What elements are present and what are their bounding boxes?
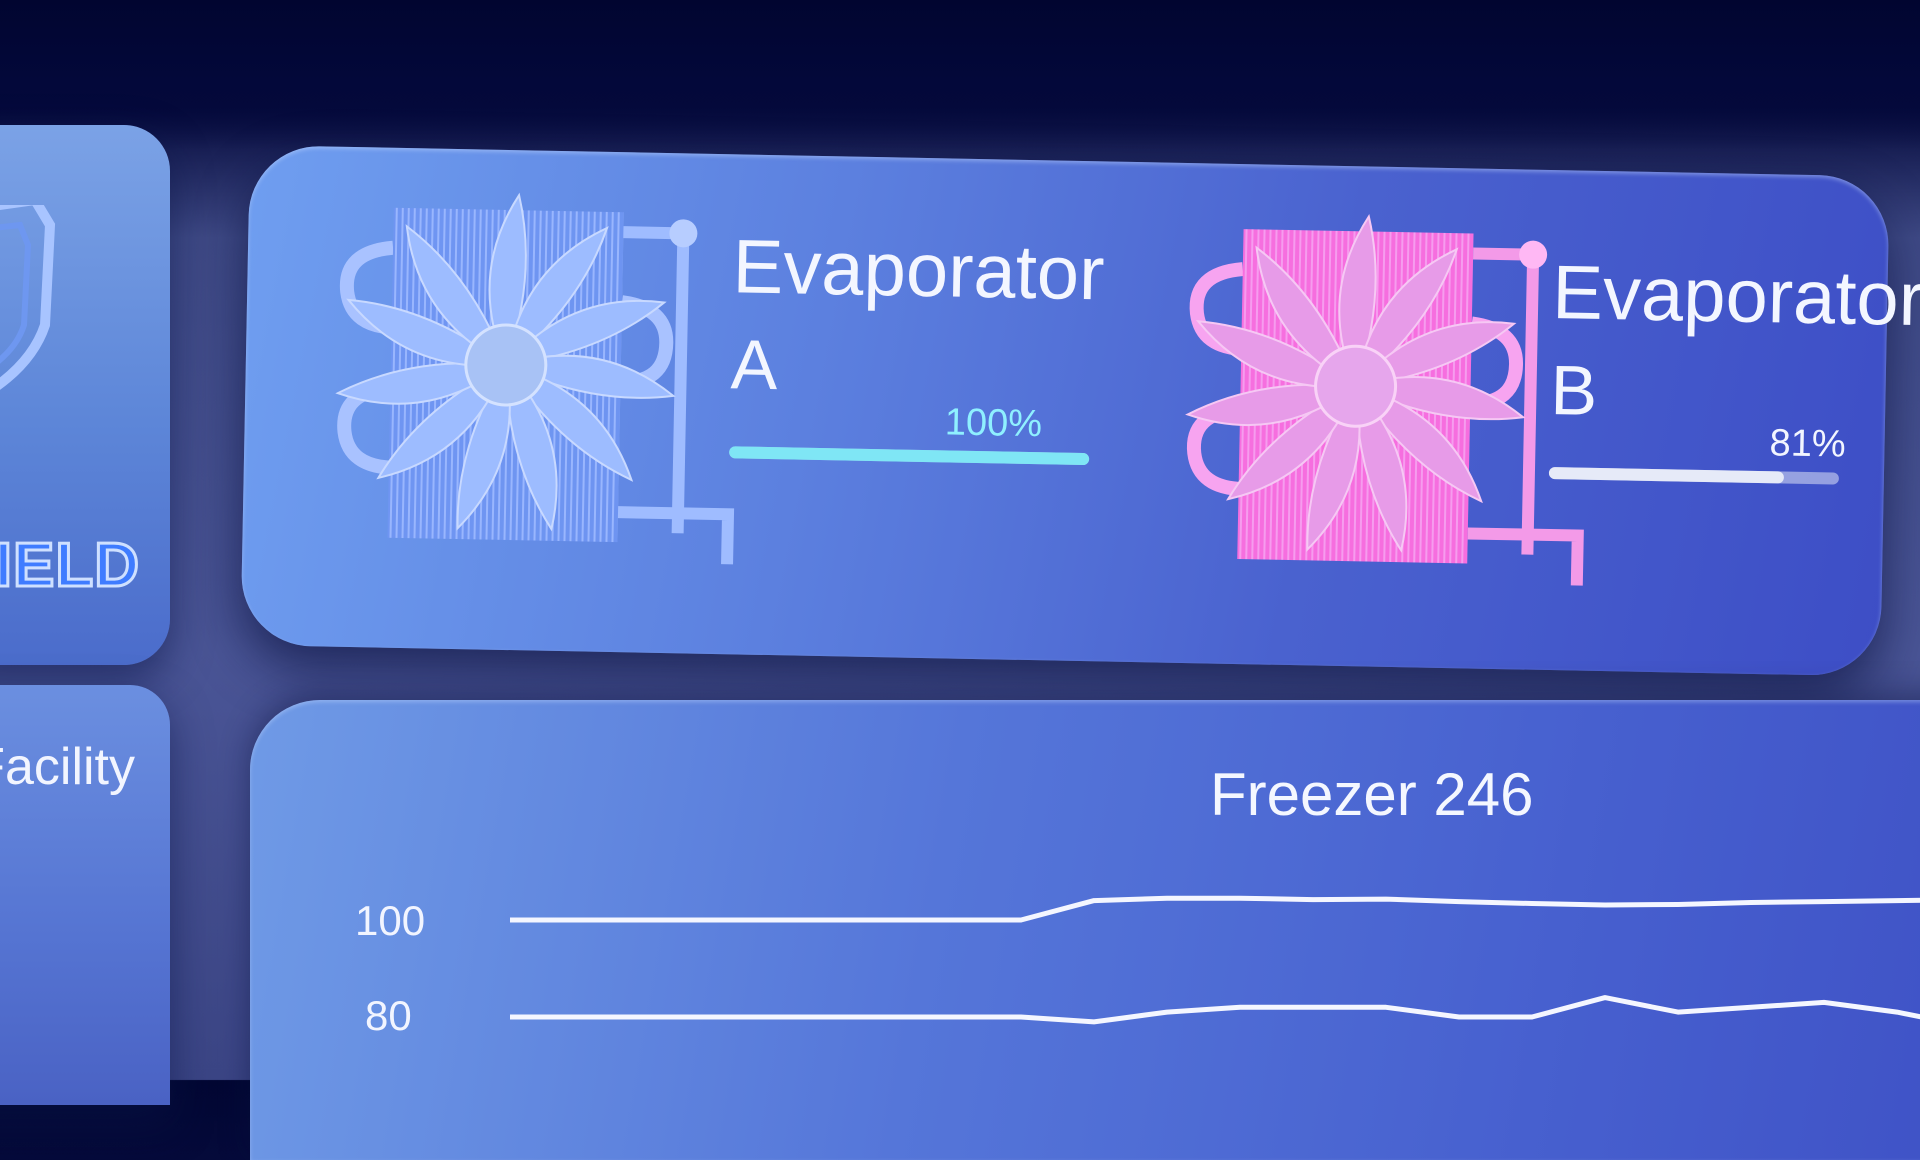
freezer-chart-card: Freezer 246 100 80 (250, 700, 1920, 1160)
evaporator-b-title: Evaporator (1551, 250, 1920, 343)
evaporator-b-letter: B (1549, 351, 1598, 430)
evaporator-a-percent: 100% (944, 401, 1043, 446)
evaporator-a-fan-icon (335, 192, 735, 565)
facility-label: Facility (0, 738, 135, 796)
brand-logo-text: SHIELD (0, 530, 140, 601)
evaporator-b-percent: 81% (1769, 422, 1847, 466)
series-line-upper (510, 895, 1920, 923)
shield-icon (0, 205, 56, 390)
evaporator-card: Evaporator A 100% (240, 145, 1920, 677)
y-tick-label: 100 (355, 897, 425, 944)
evaporator-b-fan-icon (1185, 213, 1584, 586)
background-top-band (0, 0, 1920, 150)
y-tick-label: 80 (365, 992, 412, 1039)
evaporator-a-load-fill (729, 446, 1090, 466)
evaporator-b-load-bar (1548, 466, 1840, 485)
brand-panel: SHIELD (0, 125, 170, 665)
evaporator-a-title: Evaporator (731, 224, 1106, 317)
facility-panel[interactable]: Facility (0, 685, 170, 1105)
evaporator-a-load-bar (729, 446, 1090, 466)
freezer-line-chart: 100 80 (355, 895, 1920, 1039)
series-line-lower (510, 995, 1920, 1025)
chart-title: Freezer 246 (1210, 761, 1534, 828)
evaporator-a-letter: A (730, 325, 779, 405)
